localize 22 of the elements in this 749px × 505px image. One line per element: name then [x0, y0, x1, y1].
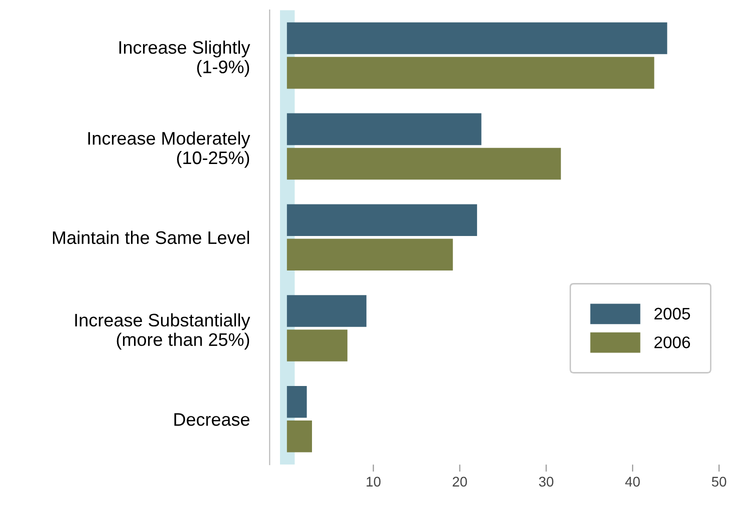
x-tick-label: 30	[539, 476, 554, 487]
bar	[286, 420, 312, 452]
bar	[286, 22, 668, 54]
x-tick-label: 20	[452, 476, 467, 487]
x-tick-label: 10	[366, 476, 381, 487]
x-tick-label: 50	[712, 476, 726, 487]
bar	[286, 204, 478, 236]
y-tick-label: Increase Slightly (1-9%)	[119, 40, 250, 77]
y-tick-label: Increase Substantially (more than 25%)	[75, 313, 250, 350]
legend-label: 2005	[654, 308, 690, 320]
bar	[286, 148, 561, 180]
y-tick-label: Increase Moderately (10-25%)	[88, 131, 250, 168]
bar	[286, 113, 482, 146]
legend-label: 2006	[654, 336, 690, 348]
bar	[286, 386, 307, 418]
bar	[286, 295, 366, 327]
x-tick-label: 40	[625, 476, 640, 487]
bar	[286, 56, 654, 89]
bar	[286, 330, 348, 362]
y-tick-label: Maintain the Same Level	[52, 230, 249, 244]
bar	[286, 238, 453, 271]
y-tick-label: Decrease	[174, 413, 250, 426]
